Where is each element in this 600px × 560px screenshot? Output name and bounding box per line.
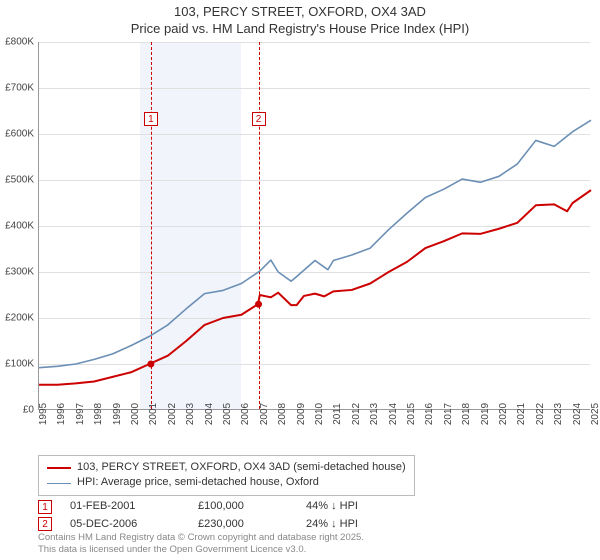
y-tick-label: £600K [5, 129, 34, 140]
title-line-2: Price paid vs. HM Land Registry's House … [0, 21, 600, 38]
x-tick-label: 2021 [516, 403, 527, 425]
x-tick-label: 2015 [406, 403, 417, 425]
x-tick-label: 2004 [204, 403, 215, 425]
x-tick-label: 2020 [498, 403, 509, 425]
x-tick-label: 1997 [75, 403, 86, 425]
x-tick-label: 2005 [222, 403, 233, 425]
x-axis: 1995199619971998199920002001200220032004… [38, 412, 590, 452]
footer-line-2: This data is licensed under the Open Gov… [38, 544, 364, 556]
x-tick-label: 2008 [277, 403, 288, 425]
y-tick-label: £300K [5, 267, 34, 278]
chart-title: 103, PERCY STREET, OXFORD, OX4 3AD Price… [0, 0, 600, 38]
x-tick-label: 2011 [332, 403, 343, 425]
x-tick-label: 2003 [185, 403, 196, 425]
y-tick-label: £0 [23, 405, 34, 416]
legend-swatch [47, 467, 71, 469]
marker-label: 2 [252, 112, 266, 126]
series-marker [147, 361, 154, 368]
plot-area: 12 [38, 42, 590, 410]
x-tick-label: 2014 [388, 403, 399, 425]
x-tick-label: 1995 [38, 403, 49, 425]
annotation-delta: 24% ↓ HPI [306, 516, 358, 534]
x-tick-label: 2010 [314, 403, 325, 425]
footer-line-1: Contains HM Land Registry data © Crown c… [38, 532, 364, 544]
y-tick-label: £200K [5, 313, 34, 324]
annotation-delta: 44% ↓ HPI [306, 498, 358, 516]
marker-label: 1 [144, 112, 158, 126]
legend-label: 103, PERCY STREET, OXFORD, OX4 3AD (semi… [77, 460, 406, 475]
series-marker [255, 301, 262, 308]
y-axis: £0£100K£200K£300K£400K£500K£600K£700K£80… [0, 42, 36, 410]
legend-swatch [47, 483, 71, 484]
x-tick-label: 2000 [130, 403, 141, 425]
x-tick-label: 2001 [148, 403, 159, 425]
legend-item: 103, PERCY STREET, OXFORD, OX4 3AD (semi… [47, 460, 406, 475]
x-tick-label: 2019 [480, 403, 491, 425]
annotation-price: £230,000 [198, 516, 288, 534]
x-tick-label: 2025 [590, 403, 600, 425]
y-tick-label: £500K [5, 175, 34, 186]
annotation-row: 2 05-DEC-2006 £230,000 24% ↓ HPI [38, 516, 590, 534]
y-tick-label: £400K [5, 221, 34, 232]
x-tick-label: 2009 [296, 403, 307, 425]
x-tick-label: 2006 [240, 403, 251, 425]
x-tick-label: 2002 [167, 403, 178, 425]
x-tick-label: 2018 [461, 403, 472, 425]
x-tick-label: 2017 [443, 403, 454, 425]
footer-note: Contains HM Land Registry data © Crown c… [38, 532, 364, 556]
series-line-hpi [39, 120, 591, 367]
annotation-row: 1 01-FEB-2001 £100,000 44% ↓ HPI [38, 498, 590, 516]
x-tick-label: 2024 [572, 403, 583, 425]
x-tick-label: 1998 [93, 403, 104, 425]
annotation-rows: 1 01-FEB-2001 £100,000 44% ↓ HPI 2 05-DE… [38, 498, 590, 533]
legend-item: HPI: Average price, semi-detached house,… [47, 475, 406, 490]
annotation-badge: 2 [38, 517, 52, 531]
annotation-date: 01-FEB-2001 [70, 498, 180, 516]
legend-label: HPI: Average price, semi-detached house,… [77, 475, 319, 490]
x-tick-label: 2016 [424, 403, 435, 425]
x-tick-label: 2022 [535, 403, 546, 425]
y-tick-label: £800K [5, 37, 34, 48]
y-tick-label: £700K [5, 83, 34, 94]
x-tick-label: 2013 [369, 403, 380, 425]
chart-svg [39, 42, 590, 409]
y-tick-label: £100K [5, 359, 34, 370]
x-tick-label: 2007 [259, 403, 270, 425]
annotation-badge: 1 [38, 500, 52, 514]
x-tick-label: 2023 [553, 403, 564, 425]
x-tick-label: 1999 [112, 403, 123, 425]
x-tick-label: 2012 [351, 403, 362, 425]
annotation-date: 05-DEC-2006 [70, 516, 180, 534]
series-line-price_paid [39, 190, 591, 385]
title-line-1: 103, PERCY STREET, OXFORD, OX4 3AD [0, 4, 600, 21]
chart-container: 103, PERCY STREET, OXFORD, OX4 3AD Price… [0, 0, 600, 560]
annotation-price: £100,000 [198, 498, 288, 516]
legend: 103, PERCY STREET, OXFORD, OX4 3AD (semi… [38, 455, 415, 496]
x-tick-label: 1996 [56, 403, 67, 425]
